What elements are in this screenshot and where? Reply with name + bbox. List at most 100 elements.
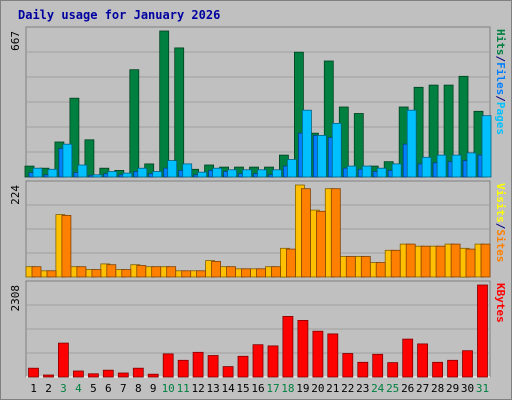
legend-entry: KBytes [494, 283, 507, 323]
bar-pages-day-13 [212, 167, 223, 178]
x-tick-label-day-1: 1 [30, 382, 37, 395]
bar-pages-day-28 [436, 154, 447, 178]
bar-sites-day-18 [285, 248, 296, 278]
series-sites [31, 188, 491, 278]
x-tick-label-day-29: 29 [446, 382, 459, 395]
x-tick-label-day-21: 21 [326, 382, 339, 395]
legend-entry: Sites [494, 229, 507, 262]
bar-pages-day-2 [47, 168, 58, 178]
bar-pages-day-8 [137, 167, 148, 178]
y-max-label: 224 [9, 185, 22, 205]
bar-pages-day-12 [197, 171, 208, 178]
bar-sites-day-11 [181, 270, 192, 278]
x-tick-label-day-7: 7 [120, 382, 127, 395]
bar-sites-day-5 [91, 269, 102, 278]
x-tick-label-day-27: 27 [416, 382, 429, 395]
series-legend: KBytes [494, 283, 507, 323]
x-tick-label-day-15: 15 [236, 382, 249, 395]
bar-kbytes-day-6 [102, 369, 114, 378]
series-pages [32, 109, 492, 178]
legend-entry: Hits [494, 29, 507, 56]
legend-entry: / [494, 56, 507, 63]
x-tick-label-day-18: 18 [281, 382, 294, 395]
x-tick-label-day-19: 19 [296, 382, 309, 395]
bar-kbytes-day-5 [88, 373, 99, 378]
bar-kbytes-day-29 [447, 359, 459, 378]
bar-pages-day-21 [331, 123, 342, 178]
bar-kbytes-day-22 [342, 353, 354, 378]
x-tick-label-day-24: 24 [371, 382, 385, 395]
series-legend: Visits/Sites [494, 183, 507, 263]
bar-sites-day-3 [61, 214, 72, 278]
bar-sites-day-8 [136, 265, 147, 278]
legend-entry: Files [494, 62, 507, 95]
legend-entry: Pages [494, 102, 507, 135]
bar-sites-day-12 [196, 270, 207, 278]
bar-pages-day-7 [122, 172, 133, 178]
bar-sites-day-6 [106, 264, 117, 278]
x-tick-label-day-16: 16 [251, 382, 264, 395]
bar-kbytes-day-21 [327, 333, 339, 378]
bar-sites-day-9 [151, 266, 162, 278]
x-tick-label-day-28: 28 [431, 382, 444, 395]
bar-pages-day-16 [257, 169, 267, 178]
x-tick-label-day-17: 17 [266, 382, 279, 395]
bar-sites-day-29 [450, 243, 461, 278]
legend-entry: Visits [494, 183, 507, 223]
bar-sites-day-20 [315, 210, 326, 278]
x-tick-label-day-23: 23 [356, 382, 369, 395]
bar-kbytes-day-30 [462, 350, 473, 378]
x-tick-label-day-25: 25 [386, 382, 399, 395]
bar-kbytes-day-12 [192, 351, 204, 378]
x-tick-label-day-20: 20 [311, 382, 324, 395]
bar-pages-day-24 [376, 167, 387, 178]
bar-pages-day-22 [346, 165, 357, 178]
bar-kbytes-day-11 [177, 359, 189, 378]
bar-sites-day-14 [226, 266, 237, 278]
bar-kbytes-day-27 [417, 343, 429, 378]
bar-kbytes-day-8 [132, 367, 144, 378]
bar-sites-day-27 [420, 245, 431, 278]
bar-pages-day-30 [466, 152, 477, 178]
bar-kbytes-day-9 [147, 373, 159, 378]
bar-kbytes-day-31 [477, 284, 488, 378]
x-tick-label-day-8: 8 [135, 382, 142, 395]
y-max-label: 667 [9, 31, 22, 51]
bar-kbytes-day-13 [207, 355, 219, 378]
panel-bottom: 2308 KBytes [9, 280, 507, 378]
bar-pages-day-27 [421, 156, 432, 178]
x-tick-label-day-26: 26 [401, 382, 414, 395]
x-tick-label-day-22: 22 [341, 382, 354, 395]
bar-sites-day-19 [300, 188, 311, 278]
bar-sites-day-24 [375, 262, 386, 278]
bar-kbytes-day-16 [252, 344, 264, 378]
bar-kbytes-day-7 [117, 372, 129, 378]
x-tick-label-day-9: 9 [150, 382, 157, 395]
bar-pages-day-10 [167, 160, 178, 178]
panel-middle: 224 Visits/Sites [9, 180, 507, 278]
bar-pages-day-29 [451, 154, 462, 178]
x-tick-label-day-3: 3 [60, 382, 67, 395]
bar-pages-day-9 [152, 171, 163, 178]
bar-kbytes-day-4 [73, 370, 84, 378]
bar-sites-day-13 [211, 260, 222, 278]
bar-kbytes-day-25 [387, 362, 399, 378]
bar-kbytes-day-2 [43, 374, 54, 378]
bar-pages-day-6 [107, 171, 118, 178]
bar-sites-day-31 [480, 243, 491, 278]
bar-sites-day-17 [271, 266, 281, 278]
series-kbytes [28, 284, 488, 378]
bar-pages-day-20 [316, 134, 327, 178]
bar-pages-day-1 [32, 167, 43, 178]
x-tick-label-day-14: 14 [221, 382, 235, 395]
bar-pages-day-4 [77, 164, 88, 178]
legend-entry: / [494, 223, 507, 230]
series-hits [24, 30, 484, 178]
x-tick-label-day-6: 6 [105, 382, 112, 395]
bar-kbytes-day-17 [267, 345, 279, 378]
bar-kbytes-day-19 [297, 319, 309, 378]
bar-pages-day-18 [286, 159, 297, 178]
